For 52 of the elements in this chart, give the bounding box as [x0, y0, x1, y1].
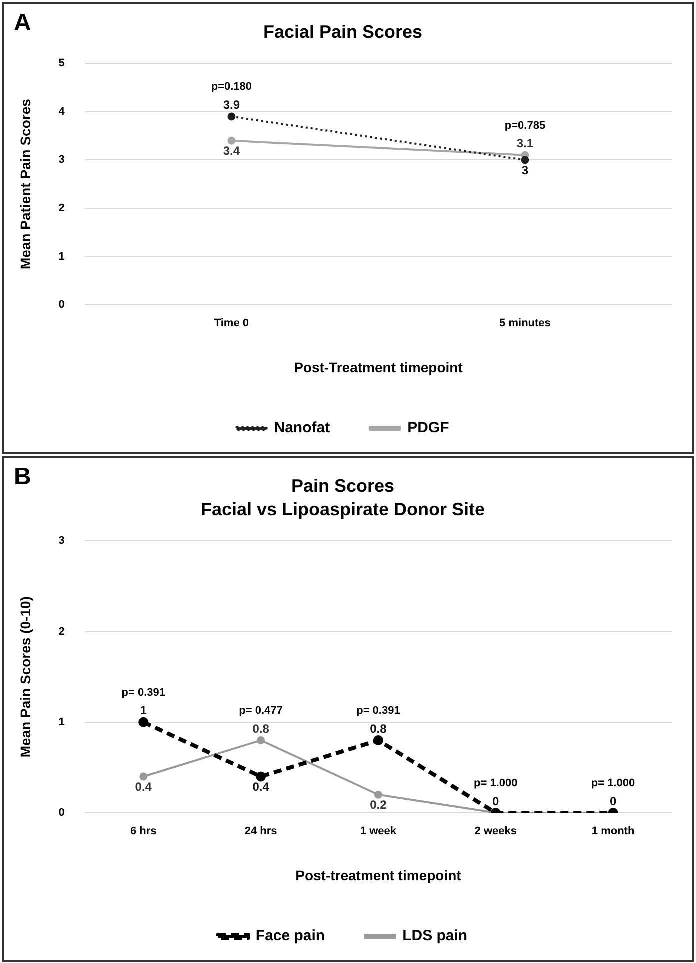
point [228, 136, 236, 145]
data-label: 0 [492, 794, 500, 808]
chart-subtitle: Facial vs Lipoaspirate Donor Site [200, 499, 486, 520]
text: A [14, 10, 32, 37]
data-label: 3 [522, 163, 529, 178]
legend-label: Face pain [256, 928, 326, 945]
data-label: 3.1 [516, 136, 534, 151]
y-tick-label: 2 [58, 626, 65, 638]
point [521, 156, 530, 164]
annotation: p= 1.000 [591, 778, 636, 790]
x-tick-label: 5 minutes [500, 318, 551, 330]
annotation: p=0.785 [504, 120, 546, 132]
annotation: p= 1.000 [474, 778, 518, 790]
y-axis-title: Mean Pain Scores (0-10) [17, 596, 34, 758]
x-tick-label: 2 weeks [474, 826, 517, 838]
text: B [14, 464, 32, 491]
x-tick-label: 1 week [360, 826, 398, 838]
y-tick-label: 4 [58, 106, 66, 118]
data-label: 0.8 [370, 722, 388, 736]
data-label: 0.4 [135, 780, 152, 794]
data-label: 1 [140, 704, 148, 718]
annotation: p= 0.391 [356, 705, 400, 718]
y-tick-label: 3 [58, 535, 65, 548]
y-tick-label: 3 [58, 154, 65, 166]
chart-title: Pain Scores [291, 476, 395, 496]
annotation: p= 0.477 [239, 705, 283, 718]
data-label: 3.9 [223, 98, 240, 112]
x-tick-label: 6 hrs [130, 826, 157, 838]
legend-label: LDS pain [402, 928, 468, 945]
y-tick-label: 1 [58, 716, 65, 728]
chart-title: Facial Pain Scores [263, 22, 423, 42]
annotation: p=0.180 [211, 81, 252, 94]
data-label: 3.4 [223, 144, 240, 158]
annotation: p= 0.391 [122, 686, 166, 699]
data-label: 0 [610, 794, 617, 808]
y-tick-label: 5 [58, 58, 65, 70]
y-tick-label: 0 [58, 299, 65, 312]
x-axis-title: Post-treatment timepoint [296, 867, 462, 884]
x-axis-title: Post-Treatment timepoint [294, 359, 464, 376]
y-axis-title: Mean Patient Pain Scores [17, 98, 34, 270]
legend-label: PDGF [408, 420, 450, 437]
legend-label: Nanofat [274, 420, 330, 437]
y-tick-label: 0 [58, 807, 65, 820]
x-tick-label: Time 0 [214, 318, 250, 330]
x-tick-label: 1 month [592, 826, 635, 838]
data-label: 0.4 [252, 780, 270, 794]
data-label: 0.8 [252, 722, 270, 736]
point [228, 112, 236, 121]
x-tick-label: 24 hrs [244, 826, 278, 838]
y-tick-label: 2 [58, 202, 65, 214]
y-tick-label: 1 [58, 250, 65, 263]
data-label: 0.2 [370, 798, 388, 812]
